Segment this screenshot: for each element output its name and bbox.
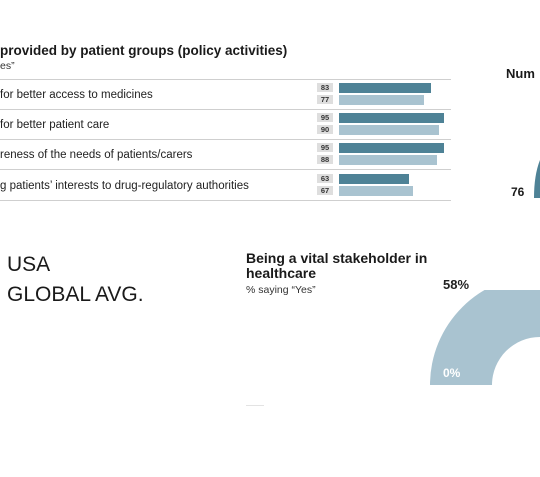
data-label: 63 [317,174,333,183]
bar-global-avg [339,186,414,196]
category-label: g patients’ interests to drug-regulatory… [0,180,249,192]
data-label: 95 [317,143,333,152]
data-label: 90 [317,125,333,134]
row-divider [0,169,451,170]
donut-title: Being a vital stakeholder in healthcare [246,250,428,281]
bar-usa [339,83,432,93]
right-panel-value: 76 [511,185,525,199]
bar-global-avg [339,155,437,165]
right-gauge-segment [534,160,540,198]
legend-global-avg: GLOBAL AVG. [7,283,144,306]
bar-global-avg [339,95,425,105]
donut-arc [430,290,540,385]
bar-usa [339,143,445,153]
bar-global-avg [339,125,439,135]
category-label: for better access to medicines [0,89,153,101]
category-label: for better patient care [0,119,110,131]
bar-chart-body: for better access to medicines 83 77 for be… [0,0,460,210]
data-label: 83 [317,83,333,92]
chart-subtitle: es” [0,60,15,72]
chart-title: provided by patient groups (policy activ… [0,43,288,58]
legend-usa: USA [7,253,51,276]
data-label: 77 [317,95,333,104]
row-divider [0,109,451,110]
right-panel-gauge [534,160,540,198]
category-label: reness of the needs of patients/carers [0,149,193,161]
donut-segment [430,290,540,385]
row-divider [0,79,451,80]
bar-usa [339,113,445,123]
data-label: 95 [317,113,333,122]
data-label: 67 [317,186,333,195]
row-divider [0,139,451,140]
bar-usa [339,174,409,184]
data-label: 88 [317,155,333,164]
row-divider [0,200,451,201]
donut-label-0: 0% [443,366,461,380]
right-panel-title: Num [506,66,535,81]
donut-label-58: 58% [443,277,470,292]
divider [246,405,264,406]
donut-subtitle: % saying “Yes” [246,284,316,296]
